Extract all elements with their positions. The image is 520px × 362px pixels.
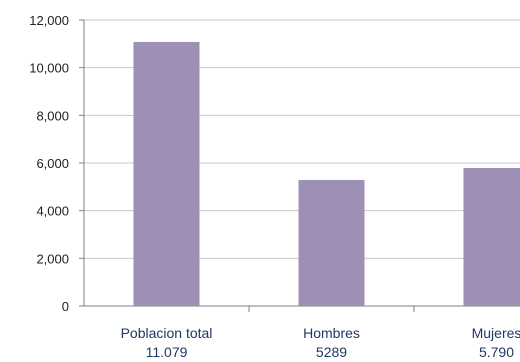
y-tick-label: 2,000 — [36, 251, 69, 266]
category-label: Mujeres — [472, 325, 520, 341]
bar-1 — [298, 179, 365, 306]
y-tick-label: 12,000 — [29, 13, 69, 28]
category-label: Poblacion total — [121, 325, 213, 341]
bar-0 — [133, 41, 200, 306]
y-tick-label: 0 — [62, 299, 69, 314]
y-tick-label: 10,000 — [29, 61, 69, 76]
category-value-label: 11.079 — [146, 344, 188, 360]
y-tick-label: 6,000 — [36, 156, 69, 171]
y-tick-label: 8,000 — [36, 108, 69, 123]
y-tick-label: 4,000 — [36, 204, 69, 219]
category-label: Hombres — [303, 325, 360, 341]
bar-2 — [463, 168, 520, 306]
category-value-label: 5289 — [316, 344, 347, 360]
category-value-label: 5.790 — [479, 344, 514, 360]
